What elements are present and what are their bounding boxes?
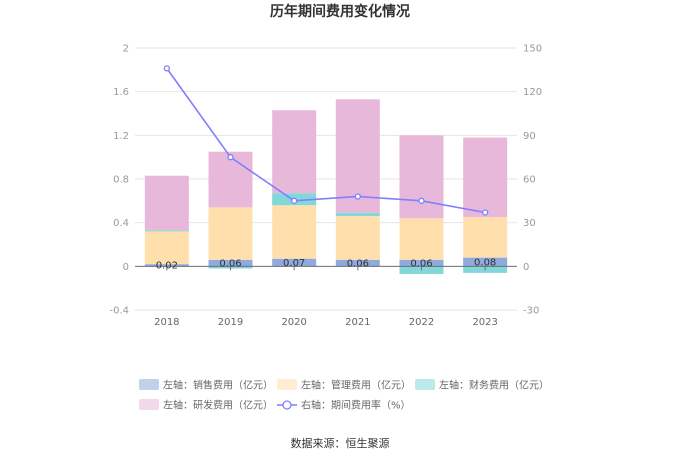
left-tick-label: 1.2 [113, 131, 129, 142]
bar-4-2019 [208, 151, 253, 208]
bar-2-2023 [463, 217, 508, 258]
legend-label: 左轴：研发费用（亿元） [163, 399, 273, 412]
right-tick-label: -30 [523, 306, 539, 317]
legend-swatch [139, 399, 159, 410]
x-axis: 2018 2019 2020 2021 2022 2023 [154, 266, 498, 328]
bar-series [144, 99, 508, 274]
x-tick-label: 2022 [409, 317, 434, 328]
left-tick-label: 1.6 [113, 87, 129, 98]
legend-swatch [415, 379, 435, 390]
sales-expense-label: 0.07 [283, 258, 305, 269]
expense-ratio-line [166, 67, 486, 214]
line-series [163, 65, 489, 216]
sales-expense-label: 0.06 [347, 259, 369, 270]
bar-1-2022 [399, 259, 444, 267]
sales-expense-label: 0.08 [474, 257, 496, 268]
x-tick-label: 2019 [218, 317, 243, 328]
bar-4-2023 [463, 137, 508, 218]
bar-1-2021 [335, 259, 380, 267]
left-tick-label: 2 [123, 44, 129, 55]
legend-item[interactable]: 左轴：销售费用（亿元） [139, 379, 273, 392]
bar-2-2018 [144, 231, 189, 265]
left-tick-label: -0.4 [109, 306, 129, 317]
legend-item[interactable]: 左轴：管理费用（亿元） [277, 379, 411, 392]
bar-1-2023 [463, 257, 508, 267]
right-tick-label: 150 [523, 44, 542, 55]
legend[interactable]: 左轴：销售费用（亿元） 左轴：管理费用（亿元） 左轴：财务费用（亿元） 左轴：研发费用… [139, 379, 549, 412]
expense-ratio-point-2023 [482, 209, 489, 216]
legend-swatch [139, 379, 159, 390]
expense-ratio-point-2021 [354, 193, 361, 200]
bar-2-2020 [272, 205, 317, 259]
right-tick-label: 60 [523, 175, 536, 186]
x-tick-label: 2020 [281, 317, 306, 328]
legend-item[interactable]: 左轴：研发费用（亿元） [139, 399, 273, 412]
sales-expense-label: 0.06 [410, 259, 432, 270]
right-tick-label: 0 [523, 262, 529, 273]
legend-label: 右轴：期间费用率（%） [301, 399, 411, 412]
gridlines [135, 47, 517, 311]
data-labels: 0.02 0.06 0.07 0.06 0.06 0.08 [156, 257, 497, 271]
legend-marker [282, 400, 292, 410]
legend-item[interactable]: 左轴：财务费用（亿元） [415, 379, 549, 392]
legend-label: 左轴：管理费用（亿元） [301, 379, 411, 392]
x-tick-label: 2021 [345, 317, 370, 328]
bar-2-2019 [208, 207, 253, 260]
bar-3-2018 [144, 230, 189, 232]
left-axis: 2 1.6 1.2 0.8 0.4 0 -0.4 [109, 44, 129, 317]
legend-swatch [277, 379, 297, 390]
bar-3-2021 [335, 212, 380, 217]
legend-label: 左轴：销售费用（亿元） [163, 379, 273, 392]
bar-4-2020 [272, 110, 317, 194]
sales-expense-label: 0.06 [219, 259, 241, 270]
bar-2-2021 [335, 216, 380, 260]
expense-ratio-point-2019 [227, 154, 234, 161]
bar-1-2019 [208, 259, 253, 267]
x-tick-label: 2018 [154, 317, 179, 328]
legend-label: 左轴：财务费用（亿元） [439, 379, 549, 392]
sales-expense-label: 0.02 [156, 261, 178, 272]
right-tick-label: 30 [523, 218, 536, 229]
bar-1-2020 [272, 258, 317, 267]
bar-4-2022 [399, 135, 444, 219]
left-tick-label: 0.8 [113, 175, 129, 186]
bar-1-2018 [144, 264, 189, 267]
legend-item[interactable]: 右轴：期间费用率（%） [277, 399, 411, 412]
source-note: 数据来源：恒生聚源 [291, 436, 390, 450]
bar-4-2018 [144, 175, 189, 231]
left-tick-label: 0 [123, 262, 129, 273]
right-axis: 150 120 90 60 30 0 -30 [523, 44, 542, 317]
expense-ratio-point-2020 [291, 197, 298, 204]
left-tick-label: 0.4 [113, 218, 129, 229]
right-tick-label: 120 [523, 87, 542, 98]
bar-2-2022 [399, 218, 444, 260]
expense-ratio-point-2018 [163, 65, 170, 72]
right-tick-label: 90 [523, 131, 536, 142]
chart-title: 历年期间费用变化情况 [270, 3, 410, 20]
expense-ratio-point-2022 [418, 197, 425, 204]
x-tick-label: 2023 [472, 317, 497, 328]
